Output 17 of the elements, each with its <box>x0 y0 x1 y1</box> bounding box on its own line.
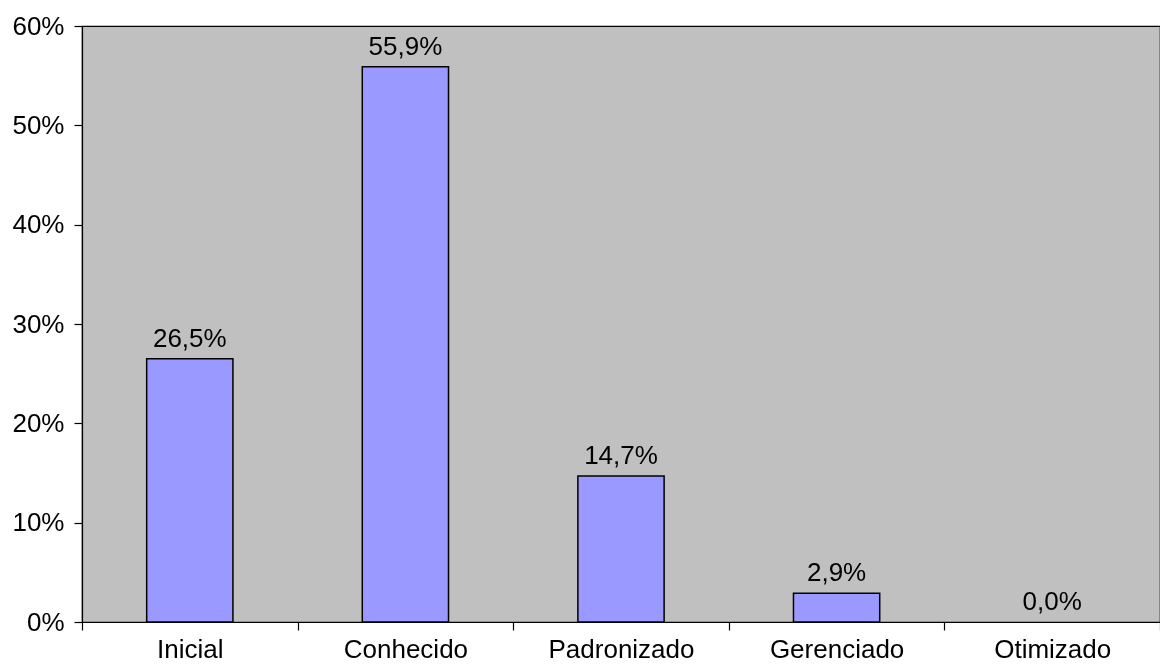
y-tick-label: 40% <box>12 209 65 240</box>
y-tick-label: 50% <box>12 109 65 140</box>
x-tick-label: Gerenciado <box>769 633 905 664</box>
x-tick-label: Padronizado <box>548 633 695 664</box>
y-tick-label: 30% <box>12 308 65 339</box>
x-tick-label: Otimizado <box>994 633 1112 664</box>
x-tick-label: Inicial <box>157 633 224 664</box>
data-label: 0,0% <box>1022 586 1082 616</box>
data-label: 55,9% <box>368 30 443 61</box>
y-tick-label: 60% <box>12 10 65 41</box>
x-tick-label: Conhecido <box>343 633 469 664</box>
data-label: 14,7% <box>584 439 658 470</box>
y-tick-label: 20% <box>12 407 65 438</box>
data-label: 2,9% <box>806 557 867 588</box>
y-tick-label: 10% <box>12 507 65 538</box>
data-label: 26,5% <box>152 322 227 353</box>
y-tick-label: 0% <box>26 606 65 637</box>
